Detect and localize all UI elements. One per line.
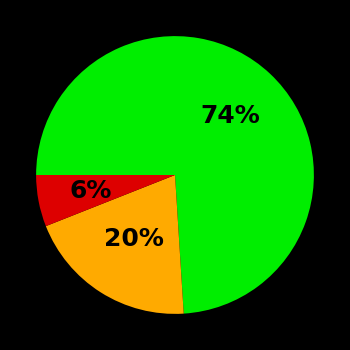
Text: 20%: 20%	[104, 228, 164, 252]
Wedge shape	[36, 175, 175, 226]
Wedge shape	[36, 36, 314, 314]
Text: 6%: 6%	[69, 179, 112, 203]
Wedge shape	[46, 175, 184, 314]
Text: 74%: 74%	[200, 104, 260, 128]
